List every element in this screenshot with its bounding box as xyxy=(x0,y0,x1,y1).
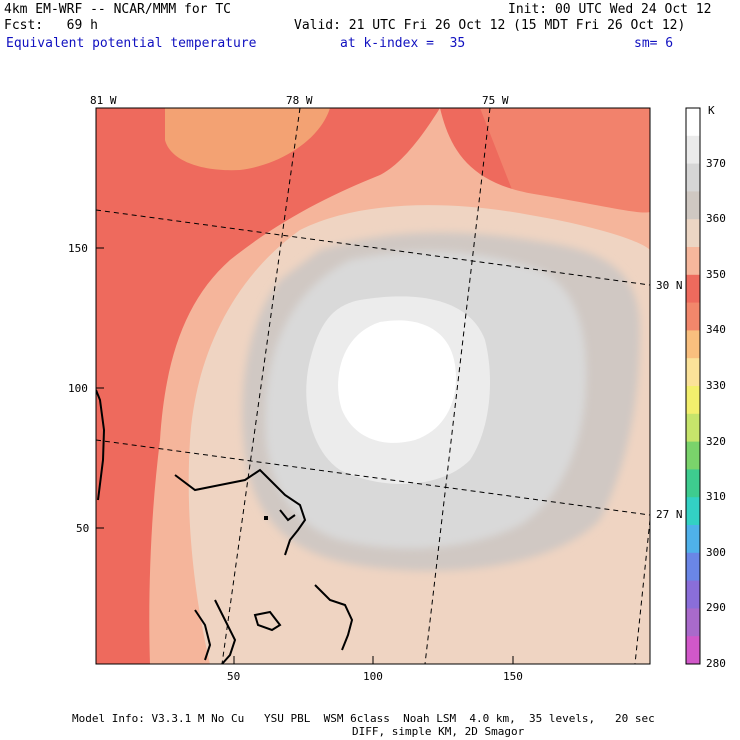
colorbar-swatch xyxy=(686,358,700,387)
model-info-2: DIFF, simple KM, 2D Smagor xyxy=(352,725,525,738)
colorbar-swatch xyxy=(686,636,700,665)
colorbar-swatch xyxy=(686,525,700,554)
level-index: at k-index = 35 xyxy=(340,36,466,51)
model-info: Model Info: V3.3.1 M No Cu YSU PBL WSM 6… xyxy=(72,712,655,725)
y-tick-100: 100 xyxy=(68,382,88,395)
colorbar-swatch xyxy=(686,441,700,470)
smoothing: sm= 6 xyxy=(634,36,674,51)
colorbar-frame xyxy=(685,107,701,665)
colorbar-swatch xyxy=(686,135,700,165)
coastline xyxy=(96,389,354,664)
valid-time: Valid: 21 UTC Fri 26 Oct 12 (15 MDT Fri … xyxy=(294,18,686,33)
x-tick-100: 100 xyxy=(363,670,383,683)
x-tick-150: 150 xyxy=(503,670,523,683)
colorbar-label: 370 xyxy=(706,156,726,170)
colorbar-swatch xyxy=(686,469,700,498)
grid-lines xyxy=(96,108,650,664)
colorbar-swatch xyxy=(686,580,700,609)
lat-label-27n: 27 N xyxy=(656,508,683,521)
y-tick-150: 150 xyxy=(68,242,88,255)
colorbar-label: 310 xyxy=(706,490,726,504)
colorbar-swatch xyxy=(686,219,700,248)
forecast-hour: Fcst: 69 h xyxy=(4,18,98,33)
colorbar-swatch xyxy=(686,108,700,137)
x-tick-50: 50 xyxy=(227,670,241,683)
colorbar-label: 280 xyxy=(706,657,726,670)
colorbar-label: 300 xyxy=(706,545,726,559)
lat-label-30n: 30 N xyxy=(656,279,683,292)
colorbar-swatch xyxy=(686,274,700,304)
colorbar-label: 320 xyxy=(706,434,726,448)
colorbar-swatch xyxy=(686,163,700,192)
lon-label-81w: 81 W xyxy=(90,94,117,107)
colorbar-swatch xyxy=(686,386,700,415)
colorbar-swatch xyxy=(686,552,700,582)
colorbar-swatch xyxy=(686,413,700,443)
colorbar-label: 360 xyxy=(706,212,726,226)
lon-label-75w: 75 W xyxy=(482,94,509,107)
field-name: Equivalent potential temperature xyxy=(6,36,257,51)
colorbar-unit: K xyxy=(708,104,715,117)
colorbar-swatch xyxy=(686,302,700,331)
colorbar-label: 340 xyxy=(706,323,726,337)
lon-label-78w: 78 W xyxy=(286,94,313,107)
colorbar-label: 350 xyxy=(706,267,726,281)
init-time: Init: 00 UTC Wed 24 Oct 12 xyxy=(508,2,712,17)
colorbar-swatch xyxy=(686,191,700,220)
model-title: 4km EM-WRF -- NCAR/MMM for TC xyxy=(4,2,231,17)
colorbar-swatch xyxy=(686,608,700,637)
theta-e-field xyxy=(96,108,650,664)
colorbar-swatch xyxy=(686,330,700,359)
colorbar-label: 330 xyxy=(706,379,726,392)
colorbar-swatch xyxy=(686,497,700,526)
colorbar-swatch xyxy=(686,247,700,276)
axis-ticks xyxy=(96,247,514,664)
colorbar xyxy=(686,108,700,665)
y-tick-50: 50 xyxy=(76,522,90,535)
colorbar-label: 290 xyxy=(706,601,726,615)
